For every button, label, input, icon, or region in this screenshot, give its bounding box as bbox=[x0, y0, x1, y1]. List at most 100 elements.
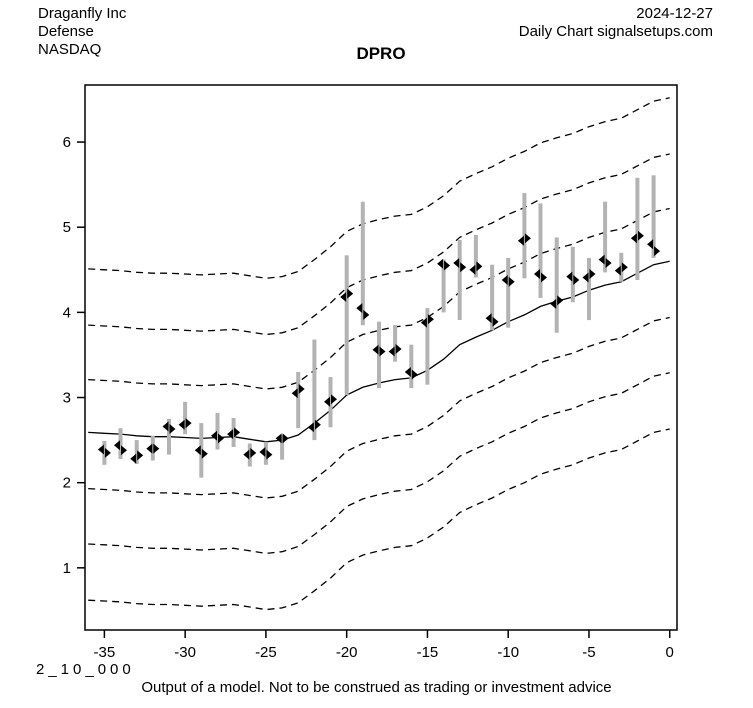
header-left: Draganfly Inc Defense NASDAQ bbox=[38, 5, 126, 59]
range-bar bbox=[215, 412, 220, 450]
range-bar bbox=[506, 257, 511, 328]
x-tick-label: -5 bbox=[582, 644, 595, 661]
close-marker bbox=[379, 346, 386, 357]
open-marker bbox=[307, 422, 314, 433]
x-tick-label: -35 bbox=[94, 644, 116, 661]
close-marker bbox=[298, 384, 305, 394]
open-marker bbox=[259, 447, 266, 457]
range-bar bbox=[167, 418, 171, 455]
open-marker bbox=[114, 440, 120, 451]
open-marker bbox=[469, 264, 476, 275]
open-marker bbox=[437, 258, 444, 269]
range-bar bbox=[522, 193, 527, 279]
y-tick-label: 3 bbox=[63, 390, 71, 407]
y-tick-label: 1 bbox=[63, 560, 71, 577]
close-marker bbox=[153, 443, 160, 454]
close-marker bbox=[218, 433, 224, 444]
x-tick-label: 0 bbox=[666, 644, 674, 661]
open-marker bbox=[227, 429, 234, 440]
open-marker bbox=[97, 444, 104, 455]
close-marker bbox=[137, 450, 144, 461]
open-marker bbox=[356, 303, 363, 314]
range-bar bbox=[473, 234, 478, 278]
close-marker bbox=[266, 449, 273, 460]
x-tick-label: -25 bbox=[255, 644, 277, 661]
open-marker bbox=[501, 275, 508, 285]
x-tick-label: -30 bbox=[174, 644, 196, 661]
close-marker bbox=[363, 309, 370, 320]
close-marker bbox=[331, 394, 337, 405]
x-axis-ticks: -35 -30 -25 -20 -15 -10 -5 0 bbox=[94, 630, 674, 661]
close-marker bbox=[121, 445, 127, 456]
close-marker bbox=[347, 288, 354, 299]
y-tick-label: 4 bbox=[63, 304, 71, 321]
y-axis-ticks: 1 2 3 4 5 6 bbox=[63, 134, 85, 577]
close-marker bbox=[460, 262, 467, 273]
range-bar bbox=[183, 401, 188, 435]
close-marker bbox=[250, 447, 257, 458]
close-marker bbox=[411, 369, 418, 380]
range-bar bbox=[490, 264, 495, 331]
range-bar bbox=[377, 321, 381, 389]
price-bars bbox=[97, 175, 661, 478]
y-tick-label: 2 bbox=[63, 475, 71, 492]
close-marker bbox=[201, 448, 208, 459]
company-name: Draganfly Inc bbox=[38, 5, 127, 22]
open-marker bbox=[291, 388, 298, 399]
range-bar bbox=[603, 201, 608, 273]
range-bar bbox=[457, 240, 462, 320]
close-marker bbox=[476, 261, 483, 272]
open-marker bbox=[130, 453, 137, 464]
range-bar bbox=[441, 259, 446, 313]
range-bar bbox=[619, 252, 624, 282]
open-marker bbox=[388, 346, 395, 357]
range-bar bbox=[425, 308, 430, 385]
open-marker bbox=[243, 449, 250, 460]
open-marker bbox=[420, 317, 427, 328]
open-marker bbox=[630, 233, 637, 244]
range-bar bbox=[102, 441, 107, 465]
range-bar bbox=[587, 257, 591, 321]
close-marker bbox=[282, 433, 289, 444]
open-marker bbox=[582, 272, 589, 283]
close-marker bbox=[589, 269, 596, 279]
open-marker bbox=[485, 313, 492, 324]
close-marker bbox=[185, 418, 192, 429]
close-marker bbox=[524, 233, 531, 244]
close-marker bbox=[104, 447, 111, 458]
close-marker bbox=[492, 316, 499, 327]
close-marker bbox=[444, 260, 451, 271]
x-tick-label: -10 bbox=[497, 644, 519, 661]
close-marker bbox=[508, 276, 515, 287]
range-bar bbox=[635, 177, 640, 280]
open-marker bbox=[194, 445, 201, 456]
close-marker bbox=[314, 419, 321, 430]
open-marker bbox=[211, 430, 217, 441]
exchange-label: NASDAQ bbox=[38, 41, 102, 58]
axis-frame bbox=[84, 84, 678, 631]
range-bar bbox=[651, 175, 656, 258]
open-marker bbox=[534, 269, 540, 279]
sector-label: Defense bbox=[38, 23, 94, 40]
range-bar bbox=[393, 325, 398, 362]
y-tick-label: 5 bbox=[63, 219, 71, 236]
close-marker bbox=[234, 427, 241, 438]
range-bar bbox=[570, 246, 575, 303]
open-marker bbox=[324, 396, 330, 407]
open-marker bbox=[517, 235, 524, 246]
open-marker bbox=[162, 421, 169, 432]
close-marker bbox=[621, 262, 628, 273]
close-marker bbox=[169, 424, 176, 434]
range-bar bbox=[296, 372, 301, 429]
open-marker bbox=[146, 443, 153, 454]
open-marker bbox=[404, 367, 411, 377]
open-marker bbox=[275, 433, 282, 444]
range-bar bbox=[328, 377, 333, 428]
range-bar bbox=[344, 255, 349, 395]
range-bar bbox=[538, 203, 543, 298]
y-tick-label: 6 bbox=[63, 134, 71, 151]
close-marker bbox=[605, 258, 612, 268]
